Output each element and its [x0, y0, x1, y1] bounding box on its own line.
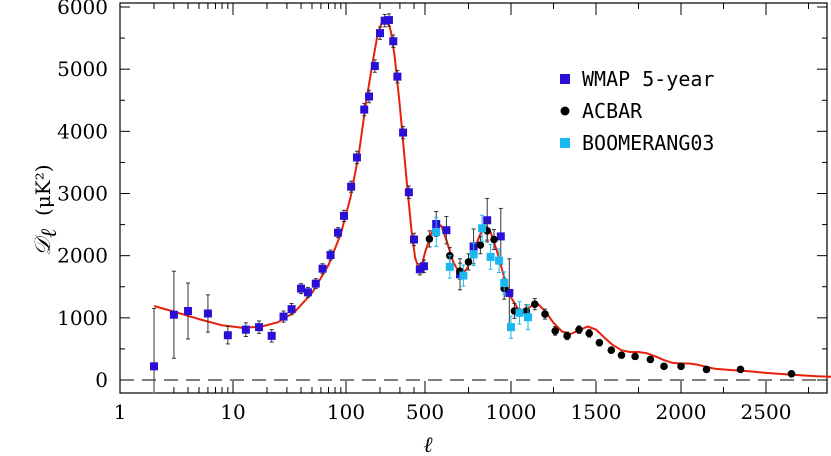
acbar-point	[595, 338, 604, 347]
y-axis-label-subscript: ℓ	[37, 228, 62, 238]
x-tick-label: 100	[327, 400, 365, 424]
acbar-point	[464, 258, 473, 266]
wmap-5-year-point	[334, 228, 343, 237]
boomerang03-point	[486, 252, 495, 261]
y-tick-label: 1000	[57, 306, 108, 330]
acbar-point	[575, 325, 583, 334]
wmap-5-year-point	[223, 331, 232, 340]
acbar-point	[541, 310, 549, 318]
wmap-5-year-point	[352, 153, 361, 162]
model-curve	[153, 17, 831, 378]
wmap-5-year-point	[279, 312, 288, 321]
boomerang03-point	[478, 224, 487, 233]
acbar-point	[702, 365, 711, 374]
acbar-point	[490, 235, 498, 244]
wmap-5-year-point	[389, 37, 398, 46]
wmap-5-year-point	[483, 216, 492, 225]
boomerang03-point	[515, 308, 524, 317]
y-tick-label: 6000	[57, 0, 108, 19]
wmap-5-year-point	[410, 235, 419, 244]
acbar-point	[646, 355, 655, 364]
acbar-point	[736, 365, 745, 374]
wmap-5-year-point	[376, 29, 385, 38]
wmap-5-year-point	[347, 182, 356, 191]
wmap-5-year-point	[339, 211, 348, 220]
acbar-point	[677, 362, 685, 371]
wmap-5-year-point	[326, 251, 335, 260]
y-tick-label: 4000	[57, 119, 108, 143]
x-tick-label: 1500	[571, 400, 622, 424]
x-tick-label: 10	[220, 400, 245, 424]
legend-marker-2	[560, 106, 570, 116]
y-axis-label: 𝒟ℓ (μK²)	[31, 164, 62, 256]
wmap-5-year-point	[303, 288, 312, 297]
acbar-point	[787, 369, 796, 378]
y-tick-label: 3000	[57, 182, 108, 206]
x-tick-label: 2000	[656, 400, 707, 424]
acbar-point	[563, 332, 571, 340]
y-tick-label: 0	[95, 368, 108, 392]
wmap-5-year-point	[505, 288, 514, 297]
boomerang03-point	[445, 262, 454, 271]
acbar-point	[551, 327, 559, 335]
wmap-5-year-point	[255, 323, 264, 332]
acbar-point	[425, 235, 434, 243]
boomerang03-point	[524, 313, 532, 322]
wmap-5-year-point	[415, 265, 424, 274]
y-axis-label-units: (μK²)	[31, 164, 55, 216]
acbar-point	[607, 346, 616, 354]
y-tick-label: 5000	[57, 57, 108, 81]
wmap-5-year-point	[360, 105, 369, 114]
wmap-5-year-point	[267, 331, 276, 340]
legend-marker-3	[560, 138, 570, 148]
acbar-point	[631, 352, 639, 361]
wmap-5-year-point	[393, 72, 402, 81]
wmap-5-year-point	[184, 306, 193, 315]
x-tick-label: 1	[114, 400, 127, 424]
wmap-5-year-point	[318, 264, 327, 273]
y-tick-label: 2000	[57, 244, 108, 268]
legend-label-1: WMAP 5-year	[582, 67, 714, 91]
wmap-5-year-point	[380, 16, 389, 25]
boomerang03-point	[495, 256, 504, 265]
wmap-5-year-point	[169, 310, 178, 319]
boomerang03-point	[507, 323, 515, 332]
x-tick-label: 500	[406, 400, 444, 424]
y-axis-label-symbol: 𝒟	[31, 234, 56, 256]
wmap-5-year-point	[404, 188, 413, 197]
wmap-5-year-point	[241, 325, 250, 334]
boomerang03-point	[432, 228, 441, 237]
wmap-5-year-point	[311, 279, 320, 288]
acbar-point	[476, 241, 485, 249]
wmap-5-year-point	[370, 62, 379, 71]
acbar-point	[617, 351, 626, 359]
wmap-5-year-point	[203, 309, 212, 318]
legend-label-2: ACBAR	[582, 99, 643, 123]
acbar-point	[660, 362, 668, 371]
wmap-5-year-point	[442, 226, 451, 235]
legend-marker-1	[560, 74, 570, 84]
acbar-point	[531, 300, 539, 308]
plot-frame	[119, 2, 828, 394]
x-tick-label: 2500	[741, 400, 792, 424]
wmap-5-year-point	[399, 128, 408, 137]
acbar-point	[585, 329, 593, 338]
x-tick-label: 1000	[486, 400, 537, 424]
wmap-5-year-point	[384, 16, 393, 25]
x-axis-label: ℓ	[423, 433, 433, 456]
wmap-5-year-point	[365, 92, 374, 101]
wmap-5-year-point	[419, 262, 428, 271]
wmap-5-year-point	[287, 305, 296, 314]
wmap-5-year-point	[297, 284, 306, 293]
boomerang03-point	[469, 250, 478, 259]
boomerang03-point	[459, 271, 468, 280]
wmap-5-year-point	[496, 232, 505, 241]
legend-label-3: BOOMERANG03	[582, 131, 714, 155]
wmap-5-year-point	[150, 362, 159, 371]
boomerang03-point	[500, 279, 509, 288]
